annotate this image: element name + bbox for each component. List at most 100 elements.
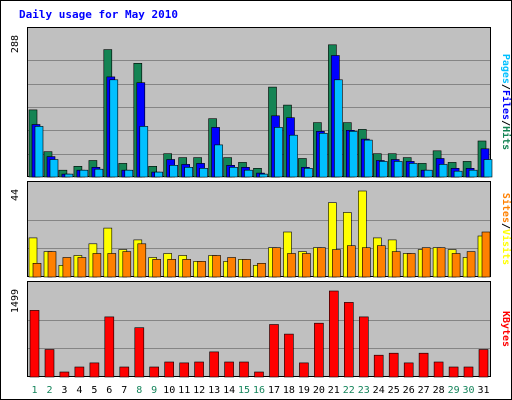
x-tick-day-11: 11 (178, 385, 190, 396)
bar-sites-day-24 (376, 245, 386, 278)
x-tick-day-31: 31 (477, 385, 489, 396)
bar-pages-day-13 (214, 144, 223, 178)
x-tick-day-14: 14 (223, 385, 235, 396)
bar-sites-day-9 (152, 259, 161, 278)
bar-kbytes-day-1 (29, 310, 40, 378)
bar-sites-day-14 (227, 257, 236, 278)
bar-kbytes-day-4 (74, 366, 85, 378)
bar-sites-day-1 (32, 262, 42, 278)
series-legend: Pages/Files/Hits (500, 54, 512, 150)
bar-kbytes-day-17 (269, 324, 279, 378)
bar-sites-day-22 (346, 245, 356, 278)
bar-sites-day-15 (242, 259, 251, 278)
x-tick-day-19: 19 (298, 385, 310, 396)
bar-kbytes-day-8 (134, 327, 145, 378)
panel-kbytes: 1499 KBytes (10, 281, 511, 378)
x-tick-day-8: 8 (136, 385, 142, 396)
x-tick-day-18: 18 (283, 385, 295, 396)
bar-kbytes-day-29 (448, 366, 459, 378)
bar-sites-day-21 (332, 249, 341, 278)
bar-sites-day-11 (182, 259, 191, 278)
bar-pages-day-7 (124, 169, 134, 178)
bar-kbytes-day-19 (299, 362, 309, 378)
bar-kbytes-day-11 (179, 362, 189, 378)
bar-pages-day-26 (408, 163, 418, 178)
bar-kbytes-day-31 (478, 349, 489, 378)
chart-title: Daily usage for May 2010 (19, 8, 178, 21)
x-tick-day-27: 27 (418, 385, 430, 396)
series-legend: Sites/Visits (500, 193, 512, 265)
bar-pages-day-22 (348, 131, 358, 178)
bar-pages-day-8 (139, 126, 149, 178)
bar-kbytes-day-3 (59, 371, 70, 378)
bar-pages-day-27 (423, 169, 433, 178)
bar-sites-day-16 (257, 262, 266, 278)
bar-kbytes-day-26 (403, 362, 414, 378)
x-tick-day-30: 30 (462, 385, 474, 396)
bar-kbytes-day-28 (433, 361, 444, 378)
legend-separator: / (500, 223, 511, 229)
bar-sites-day-5 (92, 253, 102, 278)
bar-pages-day-2 (49, 159, 59, 178)
bar-sites-day-18 (287, 253, 296, 278)
x-tick-day-7: 7 (121, 385, 127, 396)
bar-kbytes-day-30 (463, 366, 474, 378)
x-tick-day-26: 26 (403, 385, 415, 396)
legend-separator: / (500, 84, 511, 90)
bar-pages-day-25 (393, 161, 403, 178)
bar-kbytes-day-16 (254, 371, 264, 378)
legend-sites: Sites (500, 193, 512, 223)
bar-kbytes-day-20 (314, 322, 324, 378)
bar-pages-day-30 (468, 169, 478, 178)
bar-pages-day-17 (274, 127, 283, 178)
x-tick-day-10: 10 (163, 385, 175, 396)
x-tick-day-29: 29 (448, 385, 460, 396)
x-tick-day-3: 3 (61, 385, 67, 396)
legend-hits: Hits (500, 126, 512, 150)
bar-kbytes-day-10 (164, 361, 174, 378)
plot-background (27, 281, 491, 377)
bar-sites-day-7 (122, 251, 132, 278)
x-tick-day-9: 9 (151, 385, 157, 396)
y-max-label: 288 (10, 35, 21, 53)
bar-sites-day-25 (391, 251, 401, 278)
bar-pages-day-6 (109, 79, 119, 178)
bar-kbytes-day-7 (119, 366, 130, 378)
bar-pages-day-31 (483, 159, 493, 178)
bar-sites-day-30 (466, 251, 476, 278)
bar-sites-day-19 (302, 253, 311, 278)
series-legend: KBytes (500, 311, 511, 347)
bar-sites-day-17 (272, 247, 281, 278)
bar-pages-day-1 (34, 126, 44, 178)
x-tick-day-13: 13 (208, 385, 220, 396)
x-tick-day-24: 24 (373, 385, 385, 396)
y-max-label: 1499 (10, 289, 21, 313)
y-max-label: 44 (10, 189, 21, 201)
x-tick-day-21: 21 (328, 385, 340, 396)
bar-sites-day-29 (451, 253, 461, 278)
x-tick-day-20: 20 (313, 385, 325, 396)
bar-kbytes-day-25 (388, 352, 399, 378)
x-tick-day-6: 6 (106, 385, 112, 396)
bar-sites-day-4 (77, 257, 87, 278)
legend-visits: Visits (500, 229, 512, 265)
bar-kbytes-day-13 (209, 351, 219, 378)
bar-kbytes-day-15 (239, 361, 249, 378)
x-tick-day-25: 25 (388, 385, 400, 396)
x-tick-day-12: 12 (193, 385, 205, 396)
bar-pages-day-10 (169, 165, 178, 178)
bar-pages-day-9 (154, 171, 163, 178)
bar-kbytes-day-14 (224, 361, 234, 378)
x-tick-day-28: 28 (433, 385, 445, 396)
bar-pages-day-21 (334, 79, 343, 178)
bar-kbytes-day-18 (284, 333, 294, 378)
bar-kbytes-day-23 (358, 316, 369, 378)
bar-pages-day-14 (229, 167, 238, 178)
x-tick-day-5: 5 (91, 385, 97, 396)
bar-sites-day-12 (197, 261, 206, 278)
bar-kbytes-day-2 (44, 349, 55, 378)
x-tick-day-17: 17 (268, 385, 280, 396)
